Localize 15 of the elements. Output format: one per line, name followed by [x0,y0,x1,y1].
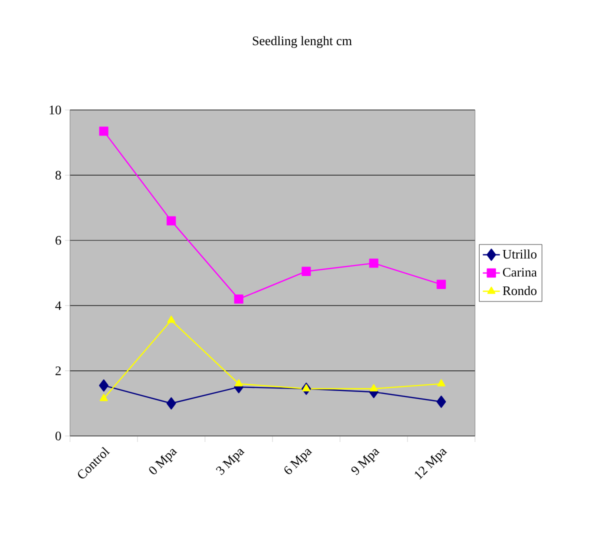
y-tick-label: 8 [56,170,61,180]
y-tick-label: 2 [56,366,61,376]
x-tick-label: 12 Mpa [414,449,448,480]
x-tick-label: 3 Mpa [216,449,245,476]
x-tick-label: 0 Mpa [149,449,178,474]
legend-label: Rondo [502,286,536,296]
x-tick-label: 9 Mpa [351,449,380,476]
y-tick-label: 6 [56,236,62,245]
chart-title: Seedling lenght cm [252,36,352,48]
y-tick-label: 4 [55,301,62,310]
y-tick-label: 10 [50,106,61,114]
y-tick-label: 0 [56,432,61,440]
legend-label: Carina [502,268,537,277]
legend-label: Utrillo [502,249,536,259]
x-tick-label: 6 Mpa [284,449,312,474]
